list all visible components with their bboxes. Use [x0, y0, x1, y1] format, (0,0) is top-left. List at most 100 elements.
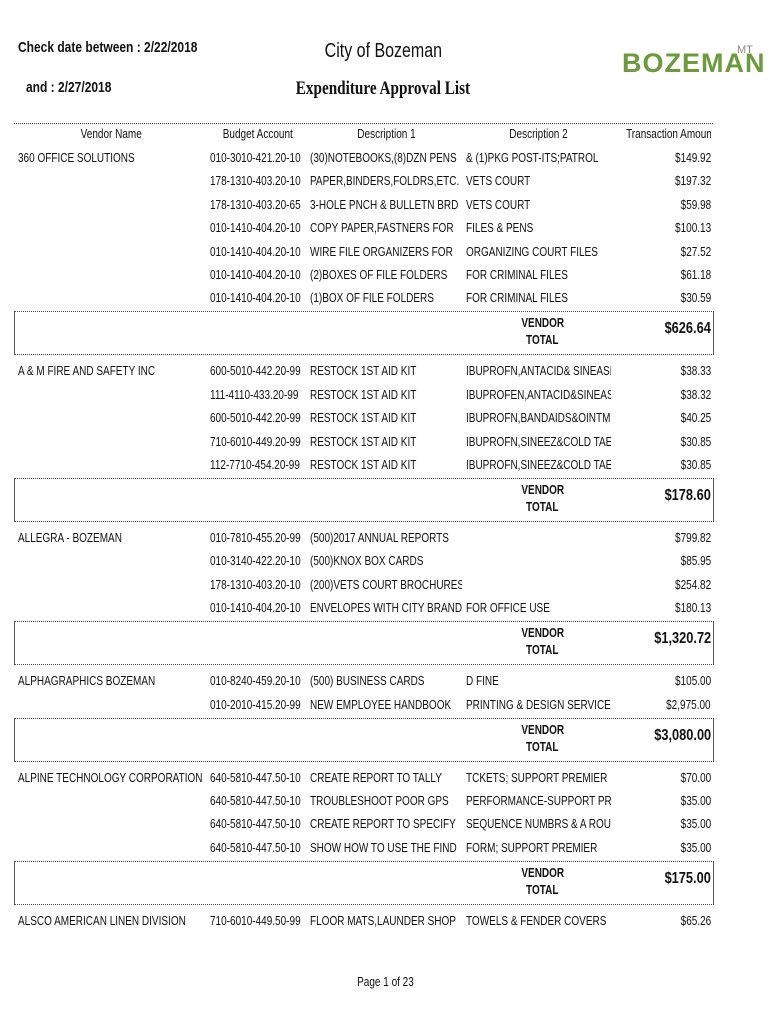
amount-text: $61.18 — [680, 268, 711, 282]
budget-account: 010-2010-415.20-99 — [210, 697, 306, 713]
amount-text: $38.32 — [680, 387, 711, 402]
vendor-total-text: $178.60 — [664, 487, 711, 504]
budget-account-text: 010-8240-459.20-10 — [210, 674, 301, 689]
amount-text: $35.00 — [680, 794, 711, 808]
budget-account-text: 010-3140-422.20-10 — [210, 554, 301, 569]
budget-account-text: 010-1410-404.20-10 — [210, 601, 301, 616]
budget-account: 112-7710-454.20-99 — [210, 457, 306, 473]
amount: $180.13 — [615, 600, 711, 616]
budget-account-text: 010-1410-404.20-10 — [210, 268, 301, 282]
amount: $35.00 — [615, 816, 711, 832]
total-label-text: VENDOR — [521, 316, 564, 331]
column-header-text: Vendor Name — [80, 127, 142, 141]
budget-account-text: 010-2010-415.20-99 — [210, 697, 301, 712]
budget-account: 640-5810-447.50-10 — [210, 793, 306, 809]
budget-account: 640-5810-447.50-10 — [210, 770, 306, 786]
description-2-text: D FINE — [466, 674, 499, 689]
amount: $149.92 — [615, 150, 711, 166]
description-1-text: RESTOCK 1ST AID KIT — [310, 364, 417, 379]
vendor-name: 360 OFFICE SOLUTIONS — [18, 150, 208, 166]
column-header: Budget Account — [210, 126, 306, 142]
total-label-text: TOTAL — [526, 882, 559, 897]
total-label-text: TOTAL — [526, 500, 559, 514]
description-1-text: TROUBLESHOOT POOR GPS — [310, 794, 449, 808]
amount-text: $100.13 — [674, 221, 711, 236]
amount: $105.00 — [615, 673, 711, 689]
description-1-text: (1)BOX OF FILE FOLDERS — [310, 291, 434, 306]
budget-account-text: 640-5810-447.50-10 — [210, 794, 301, 808]
total-label: VENDOR — [480, 722, 605, 738]
amount: $70.00 — [615, 770, 711, 786]
budget-account: 178-1310-403.20-10 — [210, 577, 306, 593]
budget-account-text: 600-5010-442.20-99 — [210, 411, 301, 426]
vendor-name-text: ALLEGRA - BOZEMAN — [18, 531, 122, 545]
budget-account: 600-5010-442.20-99 — [210, 410, 306, 426]
column-header: Vendor Name — [16, 126, 206, 142]
total-label: TOTAL — [480, 499, 605, 515]
vendor-total-box — [14, 478, 714, 522]
description-2-text: & (1)PKG POST-ITS;PATROL — [466, 151, 599, 165]
vendor-name: A & M FIRE AND SAFETY INC — [18, 363, 208, 379]
table-top-line — [14, 123, 713, 124]
budget-account: 111-4110-433.20-99 — [210, 387, 306, 403]
vendor-total: $626.64 — [613, 319, 711, 339]
description-2-text: ORGANIZING COURT FILES — [466, 244, 598, 259]
budget-account: 010-3140-422.20-10 — [210, 553, 306, 569]
description-1: COPY PAPER,FASTNERS FOR — [310, 220, 462, 236]
vendor-total-box — [14, 311, 714, 356]
description-1: SHOW HOW TO USE THE FIND — [310, 840, 462, 856]
amount: $38.32 — [615, 387, 711, 403]
amount: $100.13 — [615, 220, 711, 236]
description-1: RESTOCK 1ST AID KIT — [310, 387, 462, 403]
budget-account: 010-7810-455.20-99 — [210, 530, 306, 546]
budget-account-text: 112-7710-454.20-99 — [210, 458, 300, 472]
amount-text: $254.82 — [674, 577, 711, 592]
amount: $30.59 — [615, 290, 711, 306]
and-date: and : 2/27/2018 — [26, 80, 112, 96]
vendor-total-box — [14, 621, 714, 666]
budget-account-text: 111-4110-433.20-99 — [210, 387, 299, 402]
total-label: TOTAL — [480, 739, 605, 755]
vendor-total-box — [14, 717, 714, 762]
amount: $30.85 — [615, 457, 711, 473]
column-header: Transaction Amount — [615, 126, 711, 142]
description-1: RESTOCK 1ST AID KIT — [310, 457, 462, 473]
budget-account-text: 178-1310-403.20-65 — [210, 197, 301, 212]
description-2: FORM; SUPPORT PREMIER — [466, 840, 611, 856]
description-2-text: SEQUENCE NUMBRS & A ROUT — [466, 817, 611, 832]
description-2: & (1)PKG POST-ITS;PATROL — [466, 150, 611, 166]
amount: $85.95 — [615, 553, 711, 569]
total-label-text: TOTAL — [526, 333, 559, 348]
description-1-text: RESTOCK 1ST AID KIT — [310, 387, 417, 402]
amount-text: $27.52 — [680, 244, 711, 259]
vendor-total-box — [14, 860, 714, 905]
description-1: (1)BOX OF FILE FOLDERS — [310, 290, 462, 306]
description-1-text: COPY PAPER,FASTNERS FOR — [310, 221, 454, 236]
description-1: CREATE REPORT TO SPECIFY — [310, 816, 462, 832]
description-2: IBUPROFN,BANDAIDS&OINTMN — [466, 410, 611, 426]
vendor-name: ALLEGRA - BOZEMAN — [18, 530, 208, 546]
budget-account-text: 640-5810-447.50-10 — [210, 770, 301, 785]
description-1: (500)KNOX BOX CARDS — [310, 553, 462, 569]
description-2-text: VETS COURT — [466, 197, 531, 212]
budget-account-text: 640-5810-447.50-10 — [210, 817, 301, 832]
description-1-text: RESTOCK 1ST AID KIT — [310, 458, 417, 472]
amount: $61.18 — [615, 267, 711, 283]
description-1-text: (2)BOXES OF FILE FOLDERS — [310, 268, 448, 282]
column-header-text: Budget Account — [222, 127, 294, 141]
total-label-text: VENDOR — [521, 865, 564, 880]
total-label: TOTAL — [480, 642, 605, 658]
description-2: FOR CRIMINAL FILES — [466, 267, 611, 283]
budget-account-text: 010-1410-404.20-10 — [210, 244, 301, 259]
description-2: IBUPROFEN,ANTACID&SINEASI — [466, 387, 611, 403]
amount-text: $38.33 — [680, 364, 711, 379]
description-1: 3-HOLE PNCH & BULLETN BRD — [310, 197, 462, 213]
vendor-total-text: $3,080.00 — [654, 726, 711, 744]
description-2-text: IBUPROFN,SINEEZ&COLD TAE — [466, 458, 611, 472]
description-1: (200)VETS COURT BROCHURES — [310, 577, 462, 593]
description-1-text: RESTOCK 1ST AID KIT — [310, 411, 417, 426]
vendor-total: $1,320.72 — [613, 629, 711, 649]
description-2-text: FILES & PENS — [466, 221, 534, 236]
description-1: PAPER,BINDERS,FOLDRS,ETC. — [310, 173, 462, 189]
